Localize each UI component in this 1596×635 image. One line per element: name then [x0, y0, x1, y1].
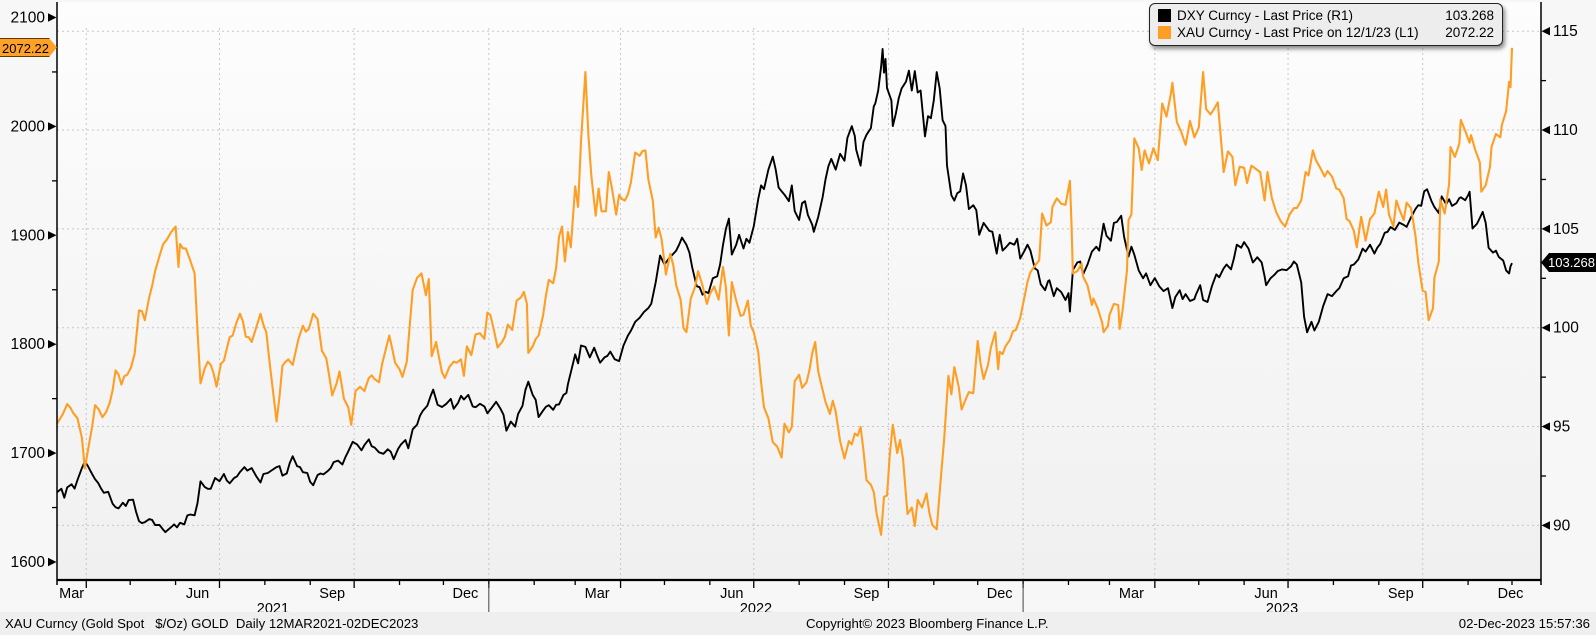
left-axis: 2100 2000 1900 1800 1700 1600	[11, 10, 57, 571]
svg-text:2100: 2100	[11, 10, 46, 27]
svg-text:95: 95	[1553, 419, 1570, 436]
dxy-line	[56, 48, 1513, 534]
svg-text:100: 100	[1553, 320, 1579, 337]
xau-last-price-badge: 2072.22	[0, 38, 57, 57]
copyright-text: Copyright© 2023 Bloomberg Finance L.P.	[806, 616, 1049, 631]
gridlines	[57, 28, 1541, 580]
svg-text:115: 115	[1553, 23, 1578, 40]
svg-text:110: 110	[1553, 122, 1578, 139]
legend-box[interactable]: DXY Curncy - Last Price (R1) 103.268 XAU…	[1149, 3, 1503, 46]
right-axis: 115 110 105 100 95 90	[1541, 23, 1579, 534]
plot-background	[57, 2, 1541, 580]
status-bar: XAU Curncy (Gold Spot $/Oz) GOLD Daily 1…	[0, 612, 1596, 635]
svg-text:1700: 1700	[11, 445, 46, 462]
legend-row-dxy[interactable]: DXY Curncy - Last Price (R1) 103.268	[1158, 7, 1494, 24]
svg-text:Dec: Dec	[1498, 586, 1524, 602]
svg-text:90: 90	[1553, 517, 1571, 534]
svg-text:2000: 2000	[11, 118, 46, 135]
svg-text:1900: 1900	[11, 227, 46, 244]
dxy-legend-label: DXY Curncy - Last Price (R1)	[1177, 8, 1354, 23]
timestamp-text: 02-Dec-2023 15:57:36	[1458, 616, 1590, 631]
svg-text:Jun: Jun	[186, 586, 209, 602]
dxy-series-swatch-icon	[1158, 9, 1171, 22]
svg-text:Dec: Dec	[987, 586, 1013, 602]
svg-text:Jun: Jun	[720, 586, 743, 602]
svg-text:105: 105	[1553, 221, 1579, 238]
xau-line	[56, 47, 1514, 536]
svg-text:Mar: Mar	[1119, 586, 1144, 602]
dxy-legend-value: 103.268	[1445, 8, 1494, 23]
svg-text:Mar: Mar	[585, 586, 610, 602]
svg-text:Sep: Sep	[854, 586, 880, 602]
svg-text:Jun: Jun	[1254, 586, 1277, 602]
dxy-last-price-badge: 103.268	[1541, 253, 1596, 272]
svg-text:1600: 1600	[11, 554, 46, 571]
security-description-text: XAU Curncy (Gold Spot $/Oz) GOLD Daily 1…	[5, 616, 419, 631]
xau-legend-label: XAU Curncy - Last Price on 12/1/23 (L1)	[1177, 25, 1419, 40]
xau-series-swatch-icon	[1158, 26, 1171, 39]
svg-text:Sep: Sep	[1388, 586, 1414, 602]
svg-text:Dec: Dec	[452, 586, 478, 602]
xau-legend-value: 2072.22	[1445, 25, 1494, 40]
legend-row-xau[interactable]: XAU Curncy - Last Price on 12/1/23 (L1) …	[1158, 24, 1494, 41]
svg-text:Mar: Mar	[59, 586, 84, 602]
svg-text:Sep: Sep	[319, 586, 345, 602]
svg-text:1800: 1800	[11, 336, 46, 353]
